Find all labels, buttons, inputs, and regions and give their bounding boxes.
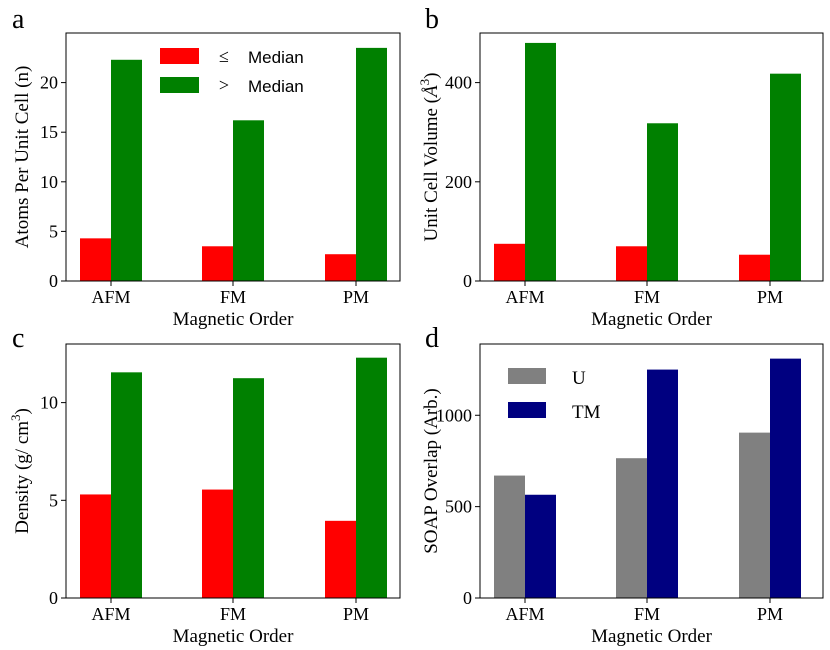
legend-label-a-0: Median: [248, 48, 304, 67]
y-tick-label-a-15: 15: [40, 122, 58, 142]
y-axis-label-close: ): [421, 73, 442, 79]
bar-a-median-fm: [233, 120, 264, 282]
y-axis-label-c: Density (g/ cm3): [8, 408, 33, 534]
legend-swatch-a-1: [160, 77, 199, 93]
legend-label-d-1: TM: [572, 402, 601, 423]
bar-c-median-fm: [202, 489, 233, 598]
y-tick-label-c-0: 0: [49, 588, 58, 608]
chart-panel-d: AFM FM PM 0 500 1000 Magnetic Order SOAP Overla…: [421, 323, 824, 647]
y-tick-label-b-200: 200: [445, 172, 472, 192]
panel-label-c: c: [12, 323, 24, 354]
y-tick-label-a-5: 5: [49, 221, 58, 241]
x-tick-label-a-afm: AFM: [91, 287, 130, 307]
x-tick-label-b-fm: FM: [634, 287, 660, 307]
legend-symbol-a-1: >: [219, 75, 229, 95]
bar-c-median-afm: [111, 372, 142, 598]
y-axis-label-close: ): [12, 408, 33, 414]
y-axis-label-d: SOAP Overlap (Arb.): [421, 388, 442, 554]
x-axis-label-d: Magnetic Order: [591, 626, 712, 647]
chart-panel-a: AFM FM PM 0 5 10 15 20 Magnetic Order Atoms Per U…: [12, 4, 401, 330]
y-tick-label-d-500: 500: [445, 497, 472, 517]
y-tick-label-a-20: 20: [40, 73, 58, 93]
y-axis-label-b: Unit Cell Volume (Å3): [417, 73, 442, 242]
x-tick-label-c-fm: FM: [220, 604, 246, 624]
x-axis-label-b: Magnetic Order: [591, 309, 712, 330]
y-tick-label-b-0: 0: [463, 271, 472, 291]
bar-c-median-fm: [233, 378, 264, 598]
bar-b-median-fm: [616, 246, 647, 281]
legend-swatch-d-0: [508, 368, 546, 384]
x-tick-label-c-afm: AFM: [91, 604, 130, 624]
bar-c-median-pm: [325, 520, 356, 598]
bar-d-u-pm: [739, 432, 770, 598]
chart-panel-b: AFM FM PM 0 200 400 Magnetic Order Unit Cell Vo…: [417, 4, 824, 330]
panel-label-a: a: [12, 4, 25, 35]
x-tick-label-b-afm: AFM: [505, 287, 544, 307]
bar-a-median-afm: [80, 238, 111, 281]
x-axis-label-c: Magnetic Order: [173, 626, 294, 647]
x-tick-label-b-pm: PM: [757, 287, 783, 307]
legend-label-a-1: Median: [248, 77, 304, 96]
y-axis-label-unit: Å: [421, 85, 442, 99]
x-tick-label-d-fm: FM: [634, 604, 660, 624]
bar-a-median-fm: [202, 246, 233, 281]
y-tick-label-c-10: 10: [40, 393, 58, 413]
bar-c-median-afm: [80, 494, 111, 598]
legend-symbol-a-0: ≤: [219, 46, 229, 66]
y-axis-label-a: Atoms Per Unit Cell (n): [12, 66, 33, 249]
bar-b-median-pm: [739, 254, 770, 281]
y-axis-label-exponent: 3: [8, 414, 23, 421]
bar-b-median-pm: [770, 73, 801, 281]
y-axis-label-exponent: 3: [417, 79, 432, 86]
x-tick-label-d-afm: AFM: [505, 604, 544, 624]
axes-frame-b: [479, 32, 824, 282]
bar-d-tm-afm: [525, 494, 556, 598]
x-tick-label-d-pm: PM: [757, 604, 783, 624]
bar-b-median-fm: [647, 123, 678, 281]
bar-a-median-afm: [111, 59, 142, 282]
y-axis-label-text: Density (g/ cm: [12, 421, 33, 534]
axes-frame-d: [479, 343, 824, 599]
y-tick-label-a-10: 10: [40, 172, 58, 192]
legend-swatch-a-0: [160, 48, 199, 64]
bar-d-tm-fm: [647, 369, 678, 598]
x-tick-label-a-fm: FM: [220, 287, 246, 307]
bar-d-u-fm: [616, 458, 647, 598]
y-tick-label-d-0: 0: [463, 588, 472, 608]
bar-a-median-pm: [356, 47, 387, 281]
y-tick-label-d-1000: 1000: [436, 405, 472, 425]
bar-d-u-afm: [494, 475, 525, 598]
panel-label-b: b: [425, 4, 439, 35]
panel-label-d: d: [425, 323, 439, 354]
legend-swatch-d-1: [508, 402, 546, 418]
bar-c-median-pm: [356, 357, 387, 598]
y-tick-label-a-0: 0: [49, 271, 58, 291]
x-tick-label-a-pm: PM: [343, 287, 369, 307]
bar-a-median-pm: [325, 254, 356, 281]
y-tick-label-b-400: 400: [445, 73, 472, 93]
bar-d-tm-pm: [770, 358, 801, 598]
x-axis-label-a: Magnetic Order: [173, 309, 294, 330]
bar-b-median-afm: [525, 42, 556, 281]
x-tick-label-c-pm: PM: [343, 604, 369, 624]
bar-b-median-afm: [494, 243, 525, 281]
y-axis-label-text: Unit Cell Volume (: [421, 97, 442, 241]
chart-panel-c: AFM FM PM 0 5 10 Magnetic Order Density (g/ cm3…: [8, 323, 401, 647]
y-tick-label-c-5: 5: [49, 490, 58, 510]
legend-label-d-0: U: [572, 368, 586, 389]
